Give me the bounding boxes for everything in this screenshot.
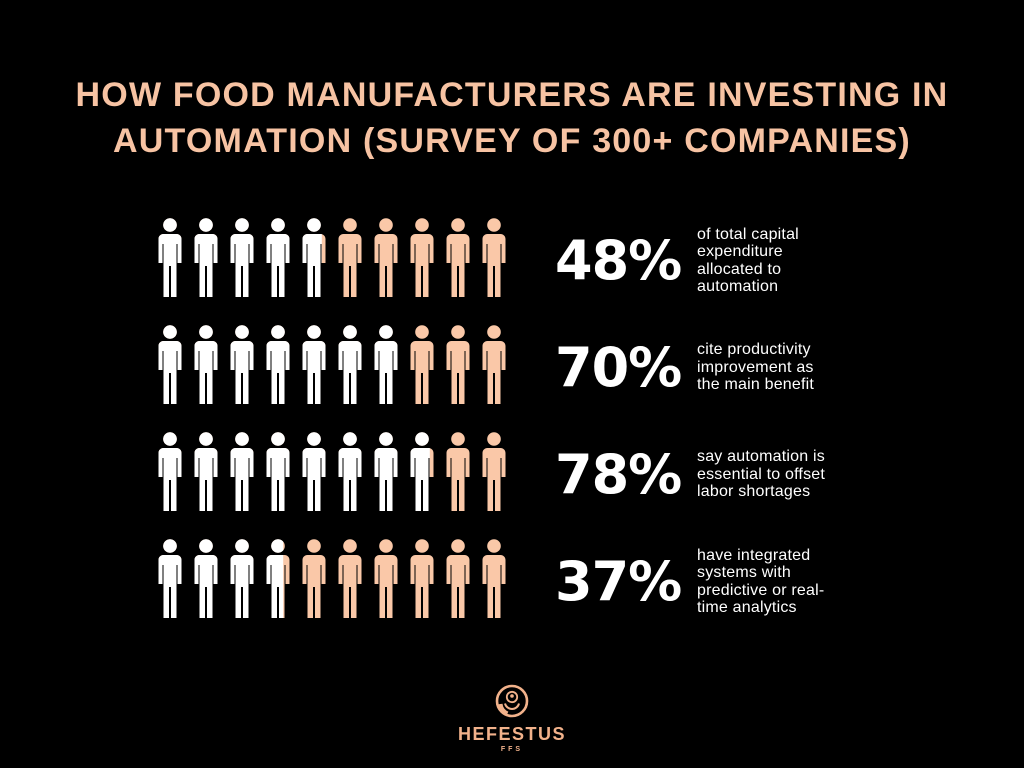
person-icons-strip: [157, 539, 507, 618]
person-icon: [194, 218, 218, 297]
stat-percent: 48%: [555, 229, 682, 292]
stat-percent: 78%: [555, 443, 682, 506]
person-icon: [266, 325, 290, 404]
person-icon: [410, 432, 434, 511]
person-icon: [446, 218, 470, 297]
person-icons-strip: [157, 325, 507, 404]
person-icon: [482, 432, 506, 511]
person-icon: [266, 539, 290, 618]
person-icon: [338, 539, 362, 618]
pictograph-row: 48% of total capital expenditure allocated …: [157, 218, 1024, 297]
stat-percent: 37%: [555, 550, 682, 613]
title-line-1: HOW FOOD MANUFACTURERS ARE INVESTING IN: [75, 76, 949, 114]
pictograph-row: 70% cite productivity improvement as the ma…: [157, 325, 1024, 404]
stat-description-line: have integrated: [697, 546, 811, 564]
pictograph-row: 37% have integrated systems with predictive…: [157, 539, 1024, 618]
person-icon: [302, 325, 326, 404]
person-icon: [374, 325, 398, 404]
brand-subtitle: FFS: [500, 746, 524, 753]
person-icon: [374, 218, 398, 297]
footer-logo: HEFESTUS FFS: [0, 684, 1024, 754]
stat-description-line: predictive or real-: [697, 581, 825, 599]
stat-description-line: essential to offset: [697, 465, 826, 483]
stat-description-line: expenditure: [697, 243, 783, 260]
stat-description-line: allocated to: [697, 260, 782, 278]
person-icon: [374, 432, 398, 511]
stat-description-line: of total capital: [697, 225, 799, 243]
stat-description-line: time analytics: [697, 599, 797, 616]
person-icons-strip: [157, 432, 507, 511]
infographic-title: HOW FOOD MANUFACTURERS ARE INVESTING IN …: [0, 0, 1024, 164]
pictograph-row: 78% say automation is essential to offset l…: [157, 432, 1024, 511]
hefestus-logo-icon: [495, 684, 529, 718]
stat-description-line: labor shortages: [697, 483, 811, 501]
person-icon: [410, 325, 434, 404]
person-icon: [194, 539, 218, 618]
person-icon: [446, 539, 470, 618]
stat-description-line: systems with: [697, 564, 791, 581]
person-icon: [158, 432, 182, 511]
person-icon: [482, 218, 506, 297]
person-icon: [410, 539, 434, 618]
person-icon: [194, 325, 218, 404]
person-icon: [446, 325, 470, 404]
person-icon: [482, 539, 506, 618]
person-icon: [230, 432, 254, 511]
person-icon: [266, 432, 290, 511]
person-icon: [158, 325, 182, 404]
person-icon: [158, 539, 182, 618]
person-icon: [338, 325, 362, 404]
person-icon: [410, 218, 434, 297]
stat-description-line: the main benefit: [697, 376, 815, 394]
person-icon: [194, 432, 218, 511]
person-icon: [302, 539, 326, 618]
person-icon: [158, 218, 182, 297]
stat-description: cite productivity improvement as the main …: [697, 341, 814, 394]
brand-name: HEFESTUS: [457, 724, 566, 744]
stat-description-line: improvement as: [697, 358, 814, 376]
person-icon: [446, 432, 470, 511]
person-icon: [266, 218, 290, 297]
person-icon: [482, 325, 506, 404]
stat-description: have integrated systems with predictive or…: [697, 547, 824, 617]
stat-description-line: cite productivity: [697, 341, 811, 359]
pictograph-rows: 48% of total capital expenditure allocated …: [0, 218, 1024, 618]
title-line-2: AUTOMATION (SURVEY OF 300+ COMPANIES): [113, 122, 911, 160]
person-icon: [230, 218, 254, 297]
person-icon: [230, 539, 254, 618]
person-icon: [338, 432, 362, 511]
person-icon: [230, 325, 254, 404]
person-icon: [302, 432, 326, 511]
stat-description: of total capital expenditure allocated to a…: [697, 226, 799, 296]
stat-description-line: say automation is: [697, 448, 825, 466]
person-icon: [338, 218, 362, 297]
person-icon: [374, 539, 398, 618]
stat-description-line: automation: [697, 278, 779, 295]
stat-description: say automation is essential to offset labo…: [697, 448, 825, 501]
person-icons-strip: [157, 218, 507, 297]
person-icon: [302, 218, 326, 297]
stat-percent: 70%: [555, 336, 682, 399]
